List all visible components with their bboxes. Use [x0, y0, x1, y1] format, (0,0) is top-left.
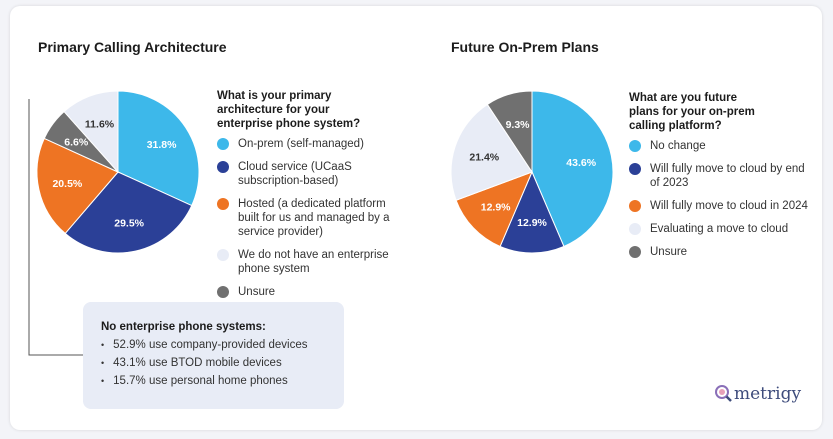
- legend-label: We do not have an enterprise phone syste…: [238, 249, 389, 275]
- legend-question-left: What is your primary architecture for yo…: [217, 90, 361, 130]
- legend-label: Unsure: [650, 246, 688, 258]
- legend-question-right: What are you future plans for your on-pr…: [629, 92, 755, 132]
- legend-label: Hosted (a dedicated platform built for u…: [238, 198, 390, 238]
- legend-swatch: [217, 249, 229, 261]
- legend-label: Cloud service (UCaaS subscription-based): [238, 161, 352, 187]
- legend-label: No change: [650, 140, 706, 152]
- legend-item: Will fully move to cloud in 2024: [629, 199, 809, 213]
- legend-swatch: [217, 138, 229, 150]
- callout-item: 43.1% use BTOD mobile devices: [101, 356, 308, 370]
- legend-item: Will fully move to cloud by end of 2023: [629, 162, 809, 190]
- callout-list: 52.9% use company-provided devices 43.1%…: [101, 338, 308, 392]
- callout-title: No enterprise phone systems:: [101, 321, 266, 333]
- chart-title-left: Primary Calling Architecture: [38, 39, 227, 55]
- brand-logo: metrigy: [714, 384, 801, 404]
- legend-label: Unsure: [238, 286, 276, 298]
- legend-swatch: [217, 198, 229, 210]
- legend-left: On-prem (self-managed) Cloud service (UCa…: [217, 137, 407, 308]
- callout-box: No enterprise phone systems: 52.9% use c…: [83, 302, 344, 409]
- legend-label: On-prem (self-managed): [238, 138, 364, 150]
- legend-item: On-prem (self-managed): [217, 137, 407, 151]
- legend-swatch: [629, 140, 641, 152]
- legend-swatch: [217, 161, 229, 173]
- legend-label: Will fully move to cloud in 2024: [650, 200, 808, 212]
- legend-item: Cloud service (UCaaS subscription-based): [217, 160, 407, 188]
- legend-label: Will fully move to cloud by end of 2023: [650, 163, 805, 189]
- brand-name: metrigy: [734, 384, 802, 404]
- legend-item: Unsure: [217, 285, 407, 299]
- callout-item: 15.7% use personal home phones: [101, 374, 308, 388]
- callout-item: 52.9% use company-provided devices: [101, 338, 307, 352]
- legend-swatch: [629, 163, 641, 175]
- legend-swatch: [629, 223, 641, 235]
- legend-item: No change: [629, 139, 809, 153]
- legend-item: Hosted (a dedicated platform built for u…: [217, 197, 407, 239]
- legend-swatch: [629, 200, 641, 212]
- legend-item: We do not have an enterprise phone syste…: [217, 248, 407, 276]
- legend-swatch: [629, 246, 641, 258]
- legend-right: No change Will fully move to cloud by end…: [629, 139, 809, 268]
- chart-title-right: Future On-Prem Plans: [451, 39, 599, 55]
- legend-label: Evaluating a move to cloud: [650, 223, 789, 235]
- legend-item: Evaluating a move to cloud: [629, 222, 809, 236]
- legend-item: Unsure: [629, 245, 809, 259]
- magnifier-icon: [715, 385, 732, 402]
- legend-swatch: [217, 286, 229, 298]
